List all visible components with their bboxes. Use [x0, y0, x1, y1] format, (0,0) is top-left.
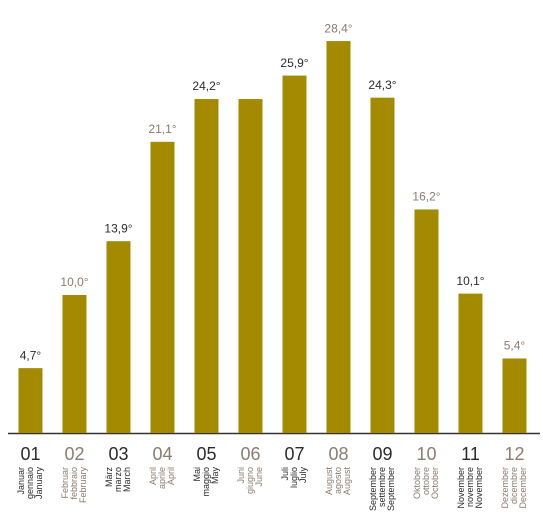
value-label: 10,1° [456, 274, 484, 288]
month-name: August [324, 467, 334, 496]
bar [370, 97, 395, 433]
x-tick-label: 08 [328, 444, 348, 464]
x-tick-label: 07 [284, 444, 304, 464]
x-tick-label: 12 [504, 444, 524, 464]
bar [106, 241, 131, 433]
month-name: April [148, 467, 158, 485]
month-name: November [456, 467, 466, 509]
x-tick-label: 04 [152, 444, 172, 464]
bar [282, 75, 307, 433]
month-name: March [122, 467, 132, 492]
month-name: October [430, 467, 440, 499]
month-name: February [78, 467, 88, 504]
bar [326, 41, 351, 434]
month-name: Juli [280, 467, 290, 481]
month-name: aprile [157, 467, 167, 489]
value-label: 5,4° [504, 339, 526, 353]
x-tick-label: 09 [372, 444, 392, 464]
bar [62, 295, 87, 433]
month-name: dicembre [509, 467, 519, 504]
month-name: May [210, 467, 220, 485]
x-tick-label: 01 [20, 444, 40, 464]
month-name: settembre [377, 467, 387, 507]
month-name: Dezember [500, 467, 510, 509]
month-name: gennaio [25, 467, 35, 499]
value-label: 13,9° [104, 221, 132, 235]
month-name: novembre [465, 467, 475, 507]
month-name: febbraio [69, 467, 79, 500]
month-name: luglio [289, 467, 299, 488]
bar [458, 293, 483, 433]
month-name: Januar [16, 467, 26, 495]
value-label: 21,1° [148, 122, 176, 136]
month-name: August [342, 467, 352, 496]
bar [238, 99, 263, 433]
bar [502, 358, 527, 433]
x-tick-label: 10 [416, 444, 436, 464]
month-name: März [104, 467, 114, 487]
bar [150, 141, 175, 433]
month-name: Oktober [412, 467, 422, 499]
value-label: 24,2° [192, 79, 220, 93]
bar [194, 99, 219, 433]
x-tick-label: 11 [461, 444, 480, 464]
month-name: April [166, 467, 176, 485]
month-name: July [298, 467, 308, 484]
month-name: June [254, 467, 264, 487]
bar [18, 368, 43, 433]
month-name: maggio [201, 467, 211, 497]
value-label: 24,3° [368, 78, 396, 92]
value-label: 10,0° [60, 275, 88, 289]
bar [414, 209, 439, 433]
x-tick-label: 06 [240, 444, 260, 464]
value-label: 28,4° [324, 21, 352, 35]
month-name: September [368, 467, 378, 511]
month-name: giugno [245, 467, 255, 494]
value-label: 16,2° [412, 190, 440, 204]
x-tick-label: 03 [108, 444, 128, 464]
month-name: ottobre [421, 467, 431, 495]
x-tick-label: 02 [64, 444, 84, 464]
month-name: Mai [192, 467, 202, 482]
month-name: agosto [333, 467, 343, 494]
value-label: 25,9° [280, 56, 308, 70]
month-name: Juni [236, 467, 246, 484]
x-tick-label: 05 [196, 444, 216, 464]
month-name: November [474, 467, 484, 509]
month-name: marzo [113, 467, 123, 492]
value-label: 4,7° [20, 348, 42, 362]
month-name: September [386, 467, 396, 511]
month-name: Februar [60, 467, 70, 499]
month-name: January [34, 467, 44, 500]
month-name: December [518, 467, 528, 509]
